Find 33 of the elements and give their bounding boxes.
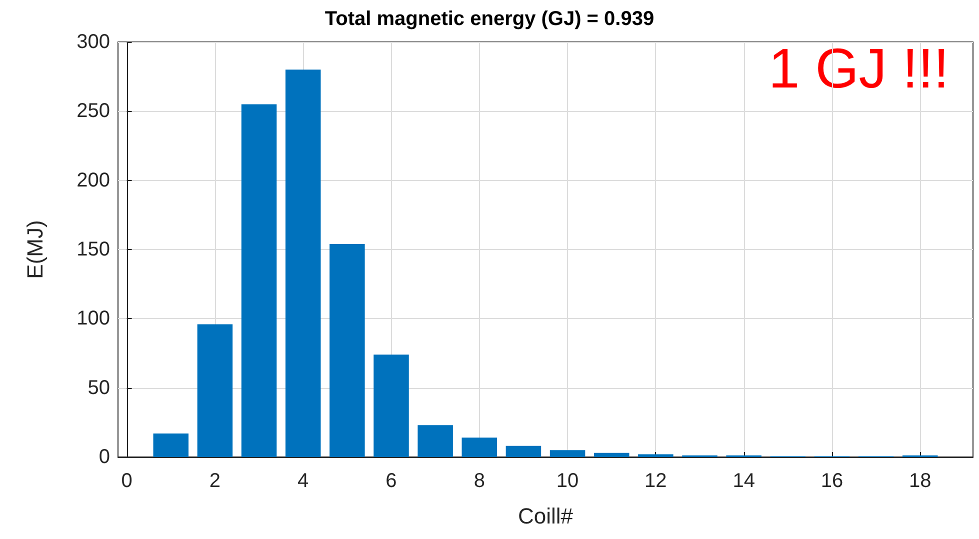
x-tick-label: 8 xyxy=(474,470,485,492)
bar xyxy=(153,433,189,457)
x-tick-label: 12 xyxy=(644,470,667,492)
bar xyxy=(374,354,409,457)
y-tick-label: 250 xyxy=(76,100,110,122)
y-tick-label: 300 xyxy=(76,31,110,53)
y-tick-label: 150 xyxy=(76,238,110,260)
bar xyxy=(550,450,586,457)
x-tick-label: 6 xyxy=(386,470,397,492)
bar xyxy=(462,438,498,457)
x-tick-label: 14 xyxy=(732,470,755,492)
x-tick-label: 16 xyxy=(820,470,844,492)
bar xyxy=(594,452,630,457)
bar xyxy=(330,244,365,457)
annotation: 1 GJ !!! xyxy=(768,36,950,100)
y-tick-label: 200 xyxy=(76,169,110,192)
x-tick-label: 10 xyxy=(556,470,579,492)
bar xyxy=(285,70,321,457)
y-axis-title: E(MJ) xyxy=(22,220,48,279)
y-tick-label: 100 xyxy=(76,308,110,330)
x-tick-label: 18 xyxy=(908,470,932,492)
x-tick-label: 2 xyxy=(209,470,221,492)
y-tick-label: 50 xyxy=(88,376,110,399)
x-tick-label: 4 xyxy=(298,470,309,492)
bar xyxy=(506,446,542,457)
chart-title: Total magnetic energy (GJ) = 0.939 xyxy=(324,8,654,30)
bar xyxy=(418,425,453,457)
x-tick-label: 0 xyxy=(121,470,132,492)
x-axis-title: Coill# xyxy=(518,504,574,528)
bar xyxy=(241,104,277,457)
bar xyxy=(638,454,674,457)
bar xyxy=(197,324,233,457)
y-tick-label: 0 xyxy=(98,446,110,468)
